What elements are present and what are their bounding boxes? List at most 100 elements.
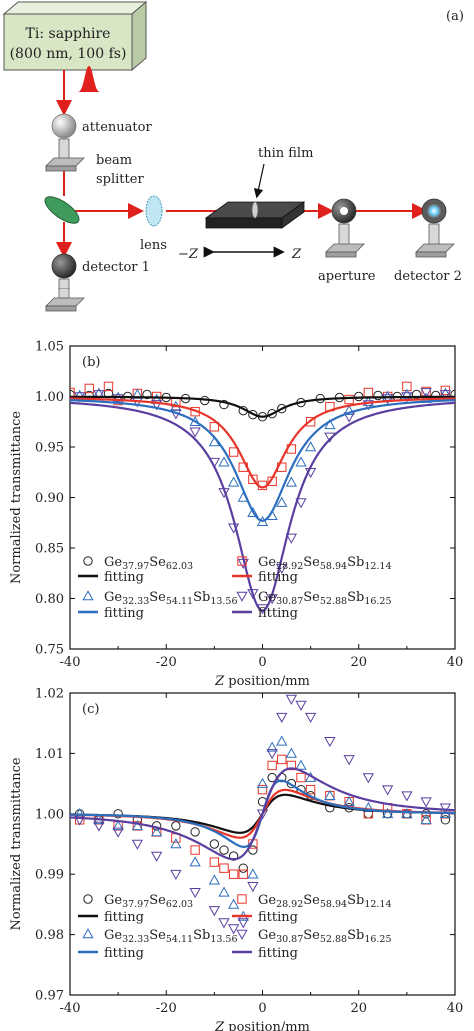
chart-b: -40 -20 0 20 40 0.75 0.80 0.85 0.90 0.95 1.00 1.05 Z…	[9, 340, 463, 689]
data-point	[267, 408, 277, 419]
data-point	[276, 735, 288, 746]
data-point	[439, 390, 452, 401]
data-point	[227, 476, 240, 487]
data-point	[247, 506, 259, 517]
data-point	[189, 888, 201, 899]
aperture-label: aperture	[318, 269, 376, 284]
chart-c: -40 -20 0 20 40 0.97 0.98 0.99 1.00 1.01 1.02 Z pos…	[9, 688, 463, 1031]
y-tick-label: 0.75	[35, 643, 64, 658]
fitting-line	[70, 397, 455, 489]
y-tick-label: 1.00	[35, 807, 64, 822]
minus-z-label: −Z	[178, 247, 199, 262]
data-point	[285, 747, 298, 758]
y-tick-label: 0.80	[35, 592, 64, 607]
legend-symbol	[83, 894, 93, 904]
data-point	[170, 838, 182, 849]
data-point	[256, 777, 269, 788]
data-point	[103, 381, 114, 392]
legend-symbol	[82, 590, 94, 601]
legend-label: fitting	[258, 946, 298, 961]
legend-label: Ge32.33Se54.11Sb13.56	[104, 590, 238, 607]
data-point	[228, 447, 239, 457]
lens-label: lens	[140, 238, 167, 253]
data-point	[150, 851, 163, 862]
fitting-line	[70, 399, 455, 522]
data-point	[189, 427, 201, 438]
legend-label: Ge30.87Se52.88Sb16.25	[258, 928, 392, 945]
fitting-line	[70, 401, 455, 612]
y-tick-label: 1.02	[35, 688, 64, 702]
data-point	[218, 456, 230, 467]
legend-label: Ge37.97Se62.03	[104, 893, 193, 910]
data-point	[227, 898, 240, 909]
beam-splitter-label-2: splitter	[96, 172, 144, 187]
data-point	[267, 760, 277, 771]
data-point	[189, 856, 201, 867]
data-point	[208, 906, 221, 917]
data-point	[208, 874, 221, 885]
data-point	[401, 388, 413, 399]
data-point	[381, 785, 394, 796]
data-point	[112, 827, 124, 838]
x-tick-label: 20	[350, 655, 367, 670]
legend-symbol	[82, 928, 94, 939]
data-point	[295, 456, 307, 467]
data-point	[344, 394, 354, 405]
legend-label: fitting	[258, 910, 298, 925]
data-point	[324, 789, 336, 800]
data-point	[324, 418, 336, 430]
data-point	[305, 417, 316, 427]
data-point	[131, 839, 144, 850]
legend-label: fitting	[258, 570, 298, 585]
y-tick-label: 0.85	[35, 542, 64, 557]
data-point	[305, 784, 316, 795]
panel-label-a: (a)	[446, 9, 464, 24]
legend: Ge37.97Se62.03 Ge28.92Se58.94Sb12.14fitti…	[78, 893, 392, 961]
data-point	[237, 918, 249, 929]
plot-area	[70, 381, 455, 615]
data-point	[113, 809, 123, 819]
data-point	[421, 809, 431, 819]
data-point	[93, 821, 105, 832]
data-point	[190, 827, 200, 837]
data-point	[150, 400, 163, 411]
data-point	[170, 869, 182, 881]
data-point	[324, 737, 336, 748]
data-point	[276, 712, 288, 723]
y-axis-label: Normalized transmittance	[9, 757, 24, 930]
beam-splitter-label-1: beam	[96, 153, 132, 168]
data-point	[218, 886, 230, 897]
data-point	[142, 389, 152, 400]
data-point	[228, 851, 239, 861]
legend-label: Ge32.33Se54.11Sb13.56	[104, 928, 238, 945]
data-point	[150, 826, 163, 837]
x-tick-label: 20	[350, 1001, 367, 1016]
data-point	[401, 807, 413, 819]
laser-name: Ti: sapphire	[26, 26, 111, 42]
laser-box: Ti: sapphire (800 nm, 100 fs)	[2, 0, 148, 72]
y-tick-label: 0.90	[35, 491, 64, 506]
detector1-label: detector 1	[82, 260, 150, 275]
legend-label: Ge37.97Se62.03	[104, 555, 193, 572]
data-point	[440, 815, 451, 825]
legend-label: Ge28.92Se58.94Sb12.14	[258, 893, 392, 910]
y-tick-label: 0.99	[35, 868, 64, 883]
data-point	[171, 821, 181, 831]
data-point	[295, 700, 307, 711]
plus-z-label: Z	[291, 247, 302, 262]
data-point	[277, 754, 287, 765]
plot-area	[70, 694, 455, 935]
data-point	[285, 533, 298, 544]
data-point	[219, 845, 229, 855]
data-point	[219, 863, 229, 873]
zscan-setup-diagram: (a) Ti: sapphire (800 nm, 100 fs) attenu…	[2, 0, 464, 290]
data-point	[286, 760, 297, 771]
y-tick-label: 1.01	[35, 747, 64, 762]
data-point	[209, 839, 220, 849]
x-tick-label: -20	[156, 655, 177, 670]
series-markers	[70, 381, 451, 491]
legend-label: fitting	[104, 910, 144, 925]
legend-label: Ge30.87Se52.88Sb16.25	[258, 590, 392, 607]
x-tick-label: -40	[60, 1001, 81, 1016]
data-point	[248, 474, 258, 485]
